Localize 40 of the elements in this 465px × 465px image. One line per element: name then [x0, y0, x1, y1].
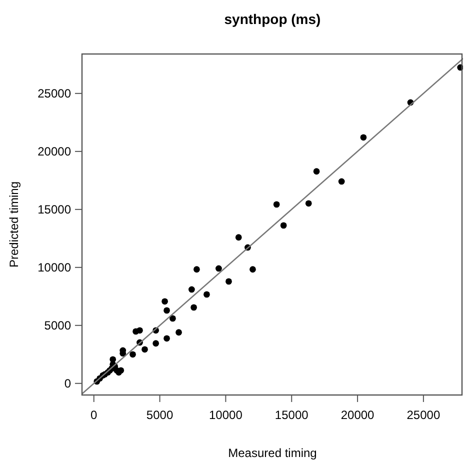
x-axis-title: Measured timing: [228, 446, 317, 460]
point: [193, 266, 200, 273]
point: [273, 201, 280, 208]
y-tick-label: 15000: [38, 202, 72, 216]
chart-title: synthpop (ms): [224, 11, 321, 27]
y-axis-title: Predicted timing: [7, 181, 21, 268]
point: [188, 286, 195, 293]
y-tick-label: 25000: [38, 86, 72, 100]
point: [313, 168, 320, 175]
point: [162, 298, 168, 305]
x-tick-label: 15000: [274, 408, 309, 422]
x-tick-label: 5000: [146, 408, 174, 422]
point: [136, 327, 143, 334]
point: [338, 178, 345, 185]
point: [250, 266, 256, 273]
point: [118, 367, 124, 374]
point: [235, 234, 242, 241]
point: [176, 329, 182, 336]
point: [170, 315, 176, 322]
x-tick-label: 0: [90, 408, 98, 422]
point: [152, 340, 160, 347]
point: [280, 222, 287, 229]
point: [204, 291, 210, 298]
y-tick-label: 20000: [38, 144, 72, 158]
point: [110, 356, 116, 363]
y-tick-label: 5000: [44, 318, 72, 332]
x-tick-label: 20000: [340, 408, 375, 422]
x-tick-label: 10000: [209, 408, 243, 422]
point: [360, 134, 367, 141]
y-tick-label: 0: [64, 376, 72, 390]
point: [142, 346, 148, 353]
point: [130, 351, 136, 358]
point: [305, 200, 312, 207]
point: [164, 335, 170, 342]
point: [216, 265, 222, 272]
x-tick-label: 25000: [406, 408, 440, 422]
point: [190, 304, 197, 311]
point: [226, 278, 232, 285]
y-tick-label: 10000: [38, 260, 72, 274]
point: [164, 307, 170, 314]
